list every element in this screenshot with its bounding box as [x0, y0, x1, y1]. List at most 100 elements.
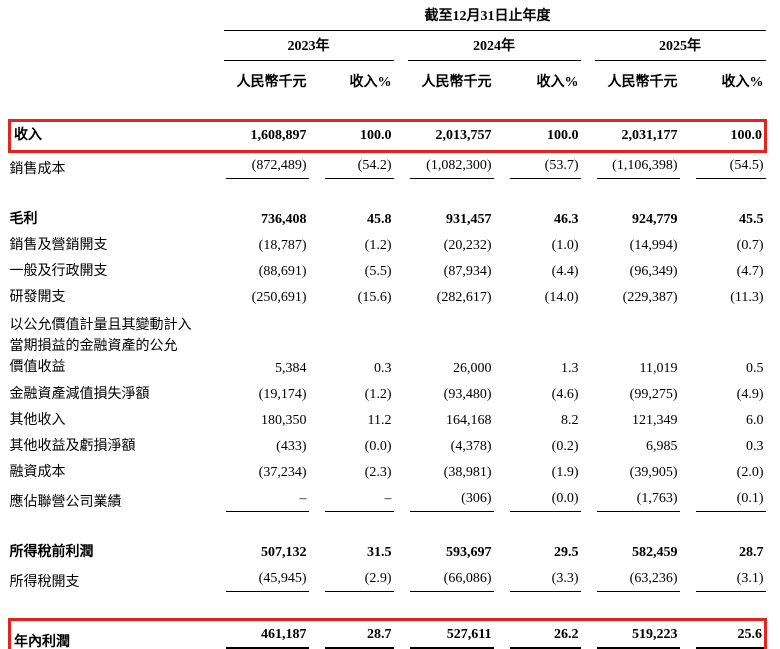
amount-value: 164,168 — [446, 412, 492, 428]
percent-value: (0.7) — [736, 237, 764, 253]
spacer-row — [10, 183, 766, 207]
income-statement-table: 截至12月31日止年度 2023年 2024年 2025年 人民幣千元 收入% … — [8, 6, 767, 649]
amount-value: 507,132 — [261, 544, 307, 560]
amount-value: 180,350 — [261, 412, 307, 428]
table-row: 其他收入 180,350 11.2 164,168 8.2 121,349 6.0 — [10, 408, 766, 434]
amount-value: (250,691) — [251, 289, 307, 305]
table-row: 所得稅前利潤 507,132 31.5 593,697 29.5 582,459 28.7 — [10, 540, 766, 566]
row-label: 金融資產減值損失淨額 — [9, 386, 150, 402]
table-row: 研發開支 (250,691) (15.6) (282,617) (14.0) (229,3… — [10, 285, 766, 311]
amount-value: (14,994) — [629, 237, 678, 253]
row-label: 年內利潤 — [8, 618, 210, 649]
column-header-row: 人民幣千元 收入% 人民幣千元 收入% 人民幣千元 收入% — [10, 65, 766, 104]
table-row: 銷售及營銷開支 (18,787) (1.2) (20,232) (1.0) (14,994… — [10, 233, 766, 259]
percent-value: (4.7) — [736, 263, 764, 279]
year-label: 2023年 — [223, 38, 394, 61]
amount-column-header: 人民幣千元 — [607, 75, 678, 90]
amount-value: 1,608,897 — [209, 118, 309, 153]
header-spacer-cell — [10, 6, 210, 31]
percent-value: 31.5 — [367, 544, 392, 560]
amount-value: (1,763) — [581, 486, 680, 516]
table-row: 金融資產減值損失淨額 (19,174) (1.2) (93,480) (4.6) (99,… — [10, 382, 766, 408]
header-spacer-cell — [10, 65, 210, 104]
percent-value: (4.4) — [551, 263, 579, 279]
table-row: 毛利 736,408 45.8 931,457 46.3 924,779 45.5 — [10, 207, 766, 233]
amount-value: (872,489) — [210, 151, 309, 183]
percent-value: 8.2 — [561, 412, 579, 428]
header-spacer-cell — [10, 31, 210, 65]
percent-column-header: 收入% — [536, 75, 579, 90]
percent-value: (15.6) — [357, 289, 392, 305]
percent-value: 28.7 — [739, 544, 764, 560]
amount-value: 121,349 — [632, 412, 678, 428]
table-row: 應佔聯營公司業績 – – (306) (0.0) (1,763) (0.1) — [10, 486, 766, 516]
percent-value: (1.2) — [364, 386, 392, 402]
amount-value: (433) — [276, 438, 307, 454]
year-header-2024: 2024年 — [394, 31, 581, 65]
percent-value: (1.2) — [364, 237, 392, 253]
amount-value: 461,187 — [209, 618, 309, 649]
percent-value: (53.7) — [494, 151, 581, 183]
percent-value: (0.2) — [551, 438, 579, 454]
amount-column-header: 人民幣千元 — [421, 75, 492, 90]
amount-value: (93,480) — [443, 386, 492, 402]
percent-value: 26.2 — [493, 618, 581, 649]
percent-value: 45.5 — [739, 211, 764, 227]
amount-value: (1,082,300) — [394, 151, 494, 183]
amount-value: – — [210, 486, 309, 516]
amount-value: (99,275) — [629, 386, 678, 402]
period-title: 截至12月31日止年度 — [424, 9, 551, 24]
period-header-row: 截至12月31日止年度 — [10, 6, 766, 31]
row-label: 融資成本 — [9, 464, 66, 480]
year-label: 2024年 — [407, 38, 581, 61]
row-label: 一般及行政開支 — [9, 263, 108, 279]
percent-value: (2.3) — [364, 464, 392, 480]
amount-value: 924,779 — [632, 211, 678, 227]
amount-value: (19,174) — [258, 386, 307, 402]
amount-value: 527,611 — [393, 618, 494, 649]
percent-value: – — [309, 486, 394, 516]
table-row: 一般及行政開支 (88,691) (5.5) (87,934) (4.4) (96,349… — [10, 259, 766, 285]
amount-value: (282,617) — [436, 289, 492, 305]
amount-value: (96,349) — [629, 263, 678, 279]
amount-value: 11,019 — [639, 360, 678, 376]
amount-value: 5,384 — [275, 360, 307, 376]
percent-value: (14.0) — [544, 289, 579, 305]
amount-value: 736,408 — [261, 211, 307, 227]
percent-value: (2.9) — [309, 566, 394, 596]
amount-value: (229,387) — [622, 289, 678, 305]
percent-value: 45.8 — [367, 211, 392, 227]
table-row: 所得稅開支 (45,945) (2.9) (66,086) (3.3) (63,236)(… — [10, 566, 766, 596]
table-body: 收入 1,608,897 100.0 2,013,757 100.0 2,031,177 1… — [8, 104, 767, 649]
amount-value: 2,031,177 — [580, 118, 680, 153]
amount-value: 519,223 — [580, 618, 680, 649]
percent-value: (0.0) — [494, 486, 581, 516]
row-label: 毛利 — [9, 211, 38, 227]
percent-value: (4.9) — [736, 386, 764, 402]
amount-column-header: 人民幣千元 — [236, 75, 307, 90]
table-row: 融資成本 (37,234) (2.3) (38,981) (1.9) (39,905) (2… — [10, 460, 766, 486]
amount-value: 2,013,757 — [393, 118, 494, 153]
amount-value: (66,086) — [394, 566, 494, 596]
amount-value: (63,236) — [581, 566, 680, 596]
percent-value: 0.3 — [746, 438, 764, 454]
percent-value: 0.5 — [746, 360, 764, 376]
table-row: 銷售成本 (872,489) (54.2) (1,082,300) (53.7) (1,1… — [10, 151, 766, 183]
amount-value: (88,691) — [258, 263, 307, 279]
amount-value: 6,985 — [646, 438, 678, 454]
table-row: 其他收益及虧損淨額 (433) (0.0) (4,378) (0.2) 6,985 0.3 — [10, 434, 766, 460]
amount-value: (38,981) — [443, 464, 492, 480]
amount-value: (39,905) — [629, 464, 678, 480]
table-row: 以公允價值計量且其變動計入 當期損益的金融資產的公允 價值收益 5,384 0.3 26,… — [10, 311, 766, 382]
amount-value: 26,000 — [453, 360, 492, 376]
percent-value: 28.7 — [308, 618, 394, 649]
amount-value: 931,457 — [446, 211, 492, 227]
row-label: 銷售成本 — [9, 161, 66, 177]
amount-value: (4,378) — [450, 438, 492, 454]
year-header-2023: 2023年 — [210, 31, 394, 65]
row-label: 其他收入 — [9, 412, 66, 428]
percent-value: (0.1) — [680, 486, 766, 516]
percent-value: (54.5) — [680, 151, 766, 183]
table-row: 年內利潤 461,187 28.7 527,611 26.2 519,223 25.6 — [8, 618, 767, 649]
